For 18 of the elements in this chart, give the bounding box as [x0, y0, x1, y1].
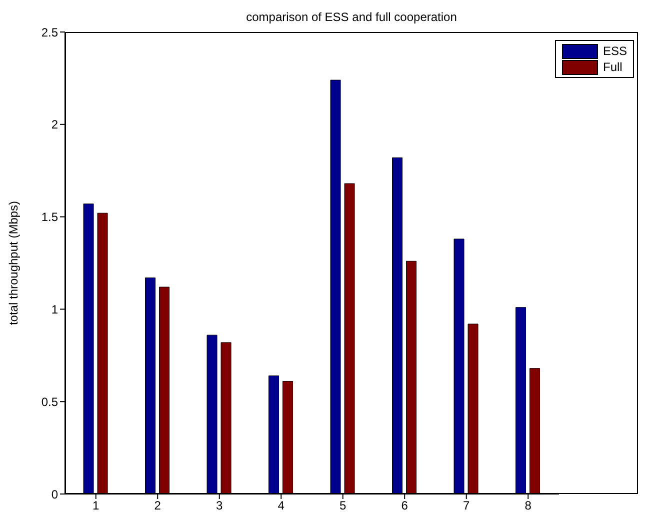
y-tick-label: 2	[51, 118, 58, 132]
x-tick-label: 4	[278, 498, 285, 513]
y-tick-label: 0	[51, 487, 58, 502]
y-tick-label: 1	[51, 302, 58, 316]
legend-label: Full	[602, 60, 622, 74]
y-tick-label: 2.5	[41, 25, 58, 40]
y-axis-title: total throughput (Mbps)	[6, 200, 20, 326]
x-tick-label: 5	[340, 498, 347, 513]
x-tick-label: 1	[92, 498, 100, 513]
x-tick-label: 2	[154, 498, 162, 513]
y-tick-label: 1.5	[41, 210, 58, 224]
x-tick-label: 8	[524, 498, 532, 513]
x-tick-label: 3	[216, 498, 224, 513]
y-tick-label: 0.5	[41, 394, 58, 409]
x-tick-label: 6	[401, 498, 408, 513]
legend-label: ESS	[602, 44, 627, 58]
chart-title: comparison of ESS and full cooperation	[245, 10, 458, 24]
x-tick-label: 7	[463, 498, 470, 513]
